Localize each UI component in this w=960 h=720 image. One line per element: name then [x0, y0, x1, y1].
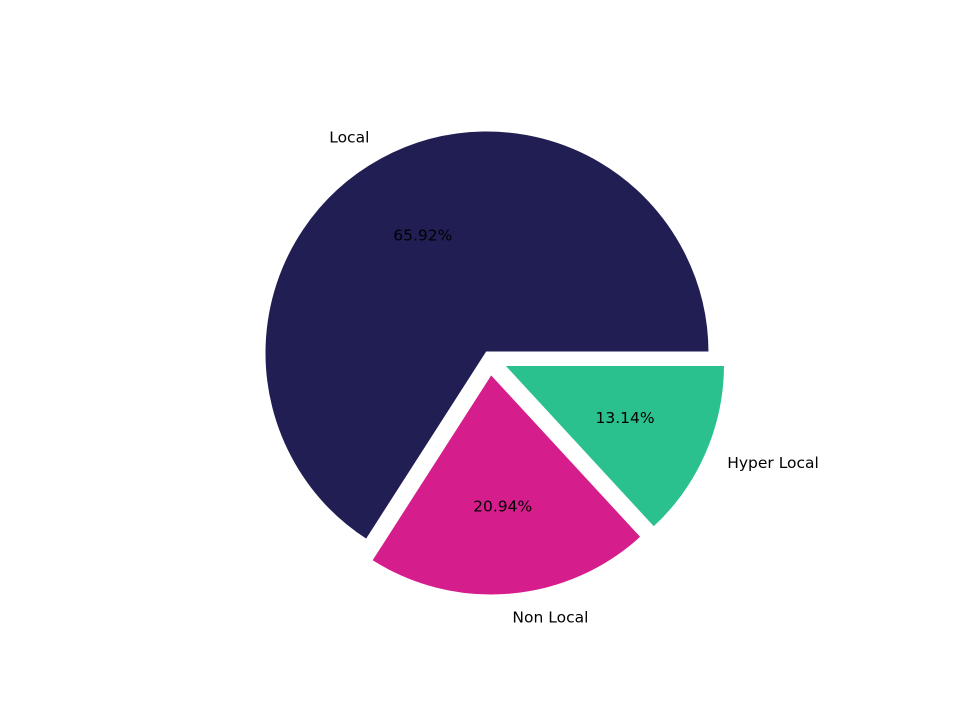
pie-slice-hyper-local — [499, 363, 728, 531]
slice-label-local: Local — [329, 129, 369, 147]
slice-percentage-hyper-local: 13.14% — [596, 409, 655, 427]
pie-slice-non-local — [368, 370, 645, 598]
slice-label-non-local: Non Local — [512, 608, 588, 626]
slice-label-hyper-local: Hyper Local — [727, 454, 819, 472]
pie-slice-local — [262, 128, 712, 543]
slice-percentage-non-local: 20.94% — [473, 497, 532, 515]
slice-percentage-local: 65.92% — [393, 227, 452, 245]
